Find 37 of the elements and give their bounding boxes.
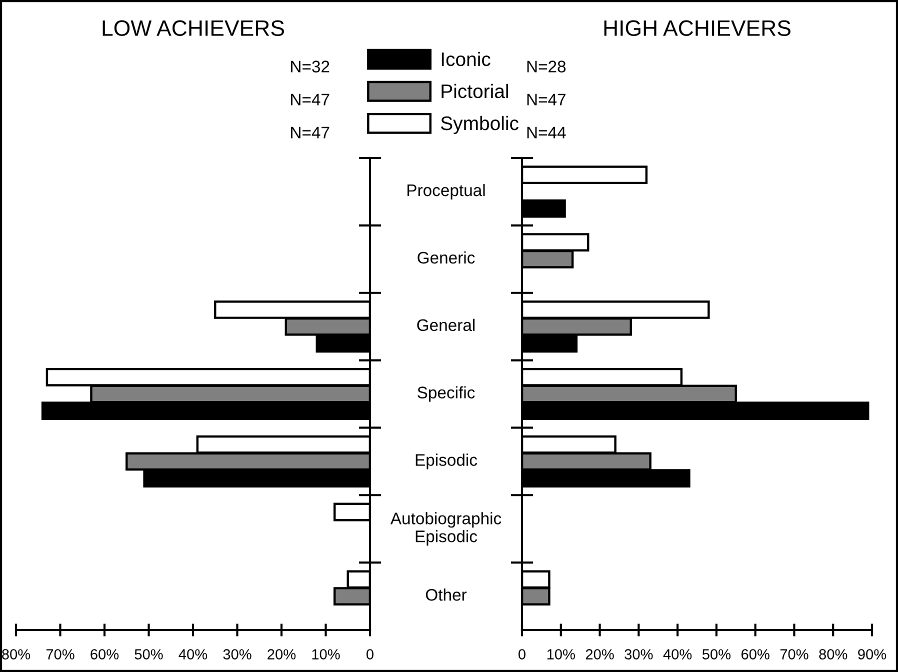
x-tick-label: 60%: [90, 649, 119, 660]
x-tick-label: 10%: [547, 649, 575, 660]
x-tick-label: 0: [366, 649, 374, 660]
y-tick-label: Autobiographic Episodic: [390, 512, 502, 546]
x-tick-label: 70%: [46, 649, 74, 660]
x-tick-label: 80%: [819, 649, 848, 660]
y-tick-label: Other: [426, 588, 467, 601]
x-tick-label: 40%: [663, 649, 692, 660]
x-tick-label: 50%: [702, 649, 731, 660]
y-tick-label: Proceptual: [408, 184, 485, 200]
x-tick-label: 0: [518, 649, 526, 660]
x-tick-label: 80%: [2, 649, 30, 660]
x-tick-label: 10%: [312, 649, 340, 660]
x-tick-label: 30%: [223, 649, 252, 660]
legend-label: Pictorial: [442, 84, 508, 98]
text: N=47: [527, 94, 566, 106]
chart-title: LOW ACHIEVERS: [102, 20, 284, 36]
x-tick-label: 20%: [586, 649, 614, 660]
y-tick-label: Generic: [418, 251, 475, 264]
legend-label: Symbolic: [441, 116, 518, 134]
chart-title: HIGH ACHIEVERS: [604, 20, 790, 36]
text: N=47: [291, 126, 330, 138]
legend-label: Iconic: [442, 52, 490, 66]
x-tick-label: 50%: [134, 649, 163, 660]
text: N=47: [291, 94, 330, 106]
x-tick-label: 90%: [858, 649, 886, 660]
x-tick-label: 70%: [780, 649, 808, 660]
text: N=32: [291, 60, 330, 72]
y-tick-label: General: [417, 318, 475, 332]
text: N=28: [527, 60, 566, 72]
x-tick-label: 20%: [268, 649, 296, 660]
x-tick-label: 30%: [624, 649, 653, 660]
text: N=44: [527, 126, 566, 138]
x-tick-label: 40%: [178, 649, 208, 660]
x-tick-label: 60%: [741, 649, 770, 660]
y-tick-label: Episodic: [416, 454, 478, 470]
y-tick-label: Specific: [418, 386, 475, 402]
